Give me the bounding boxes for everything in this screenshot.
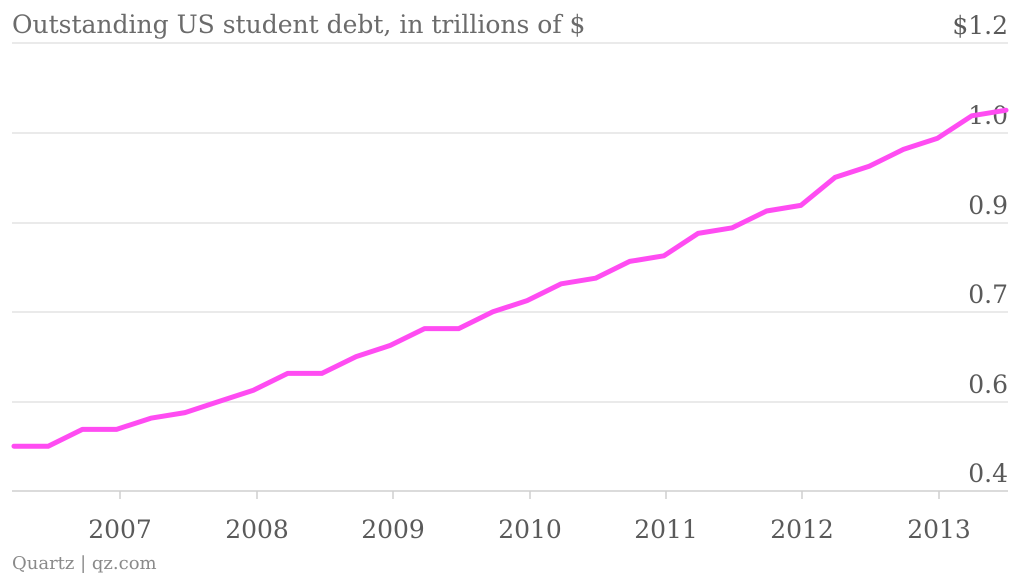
gridlines [12,42,1008,492]
source-credit: Quartz | qz.com [12,553,157,574]
x-axis: 2007 2008 2009 2010 2011 2012 2013 [88,491,971,544]
y-axis-tick-labels: $1.21.00.90.70.60.4 [952,11,1008,488]
x-tick-label: 2009 [361,515,425,544]
series-line [11,107,1009,449]
y-tick-label: 0.6 [968,370,1008,399]
x-tick-label: 2013 [907,515,971,544]
x-tick-label: 2010 [498,515,562,544]
y-tick-label: 0.9 [968,191,1008,220]
x-tick-label: 2007 [88,515,152,544]
y-tick-label: $1.2 [952,11,1008,40]
x-tick-label: 2011 [634,515,698,544]
x-tick-label: 2008 [225,515,289,544]
y-tick-label: 0.4 [968,459,1008,488]
y-tick-label: 0.7 [968,280,1008,309]
x-tick-label: 2012 [770,515,834,544]
series-layer [11,107,1009,449]
chart-title: Outstanding US student debt, in trillion… [12,10,585,39]
